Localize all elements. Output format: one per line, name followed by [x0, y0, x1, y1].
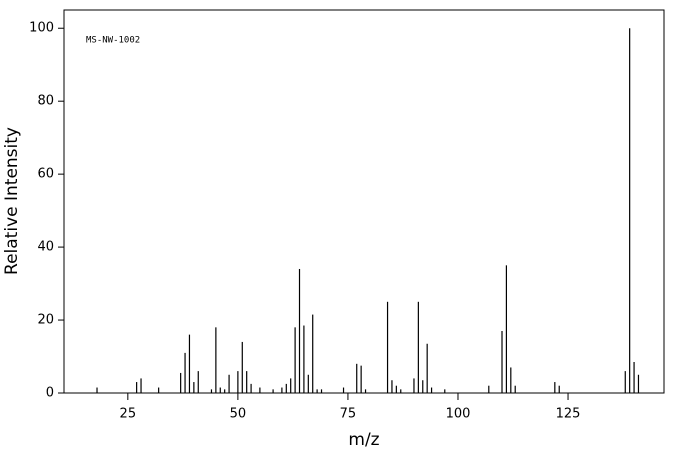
y-tick-label: 0	[46, 386, 54, 401]
x-axis-label: m/z	[348, 430, 379, 450]
x-tick-label: 100	[446, 407, 471, 422]
y-axis-label: Relative Intensity	[2, 127, 22, 275]
y-tick-label: 40	[37, 240, 54, 255]
x-tick-label: 25	[120, 407, 137, 422]
x-tick-label: 125	[556, 407, 581, 422]
plot-frame	[63, 9, 665, 394]
y-tick-label: 100	[29, 21, 54, 36]
y-tick-label: 20	[37, 313, 54, 328]
annotation: MS-NW-1002	[86, 36, 140, 46]
y-tick-label: 60	[37, 167, 54, 182]
y-tick-label: 80	[37, 94, 54, 109]
x-tick-label: 75	[340, 407, 357, 422]
x-tick-label: 50	[230, 407, 247, 422]
